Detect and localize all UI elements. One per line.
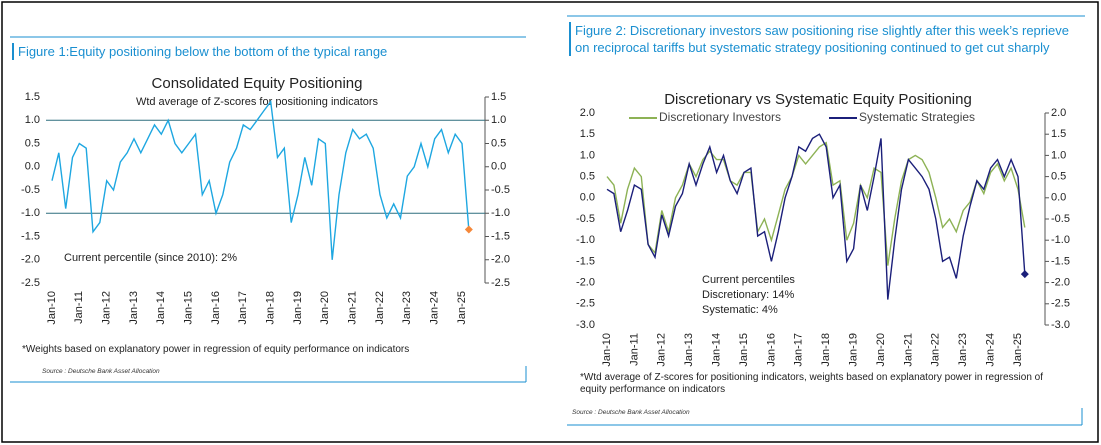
y2-tick-label: 0.5 — [491, 137, 506, 149]
x-tick-label: Jan-24 — [429, 291, 441, 325]
line — [606, 133, 1026, 300]
footnote: *Weights based on explanatory power in r… — [22, 344, 410, 355]
x-tick-label: Jan-20 — [875, 333, 887, 367]
y-tick-label: 0.5 — [580, 171, 595, 183]
y-tick-label: -3.0 — [576, 319, 595, 331]
x-tick-label: Jan-17 — [793, 333, 805, 367]
y-tick-label: 1.0 — [25, 114, 40, 126]
y2-tick-label: -2.5 — [1051, 298, 1070, 310]
y2-tick-label: 0.0 — [1051, 192, 1066, 204]
annotation: Current percentile (since 2010): 2% — [64, 252, 237, 264]
source: Source : Deutsche Bank Asset Allocation — [572, 409, 690, 416]
y2-tick-label: -0.5 — [491, 184, 510, 196]
y2-tick-label: 1.0 — [491, 114, 506, 126]
y2-tick-label: -1.0 — [1051, 234, 1070, 246]
x-tick-label: Jan-22 — [374, 291, 386, 325]
y2-tick-label: 1.0 — [1051, 149, 1066, 161]
y2-tick-label: 1.5 — [1051, 128, 1066, 140]
x-tick-label: Jan-19 — [292, 291, 304, 325]
x-tick-label: Jan-10 — [46, 291, 58, 325]
y-tick-label: 1.5 — [25, 91, 40, 103]
figure-heading: Figure 1:Equity positioning below the bo… — [12, 43, 523, 60]
y-tick-label: 1.0 — [580, 149, 595, 161]
y-tick-label: -2.0 — [21, 254, 40, 266]
y-tick-label: -0.5 — [576, 213, 595, 225]
y2-tick-label: -1.5 — [1051, 255, 1070, 267]
y2-tick-label: 2.0 — [1051, 107, 1066, 119]
y-tick-label: -2.5 — [576, 298, 595, 310]
chart-title: Discretionary vs Systematic Equity Posit… — [664, 91, 972, 108]
y2-tick-label: -2.0 — [491, 254, 510, 266]
x-tick-label: Jan-12 — [101, 291, 113, 325]
y-tick-label: -1.5 — [576, 255, 595, 267]
legend-label: Systematic Strategies — [859, 110, 975, 124]
x-tick-label: Jan-11 — [73, 291, 85, 324]
x-tick-label: Jan-24 — [985, 333, 997, 367]
x-tick-label: Jan-23 — [957, 333, 969, 367]
y-tick-label: 0.0 — [580, 192, 595, 204]
x-tick-label: Jan-23 — [401, 291, 413, 325]
line — [51, 99, 470, 260]
line — [606, 141, 1026, 266]
x-tick-label: Jan-21 — [347, 291, 359, 325]
y-tick-label: 2.0 — [580, 107, 595, 119]
chart-subtitle: Wtd average of Z-scores for positioning … — [136, 96, 379, 108]
y-tick-label: -2.5 — [21, 277, 40, 289]
annotation: Discretionary: 14% — [702, 289, 795, 301]
x-tick-label: Jan-25 — [1012, 333, 1024, 367]
y-tick-label: -1.5 — [21, 230, 40, 242]
x-tick-label: Jan-18 — [820, 333, 832, 367]
x-tick-label: Jan-10 — [601, 333, 613, 367]
legend-label: Discretionary Investors — [659, 110, 781, 124]
y-tick-label: -0.5 — [21, 184, 40, 196]
x-tick-label: Jan-22 — [930, 333, 942, 367]
x-tick-label: Jan-13 — [128, 291, 140, 325]
y2-tick-label: -0.5 — [1051, 213, 1070, 225]
y2-tick-label: -1.0 — [491, 207, 510, 219]
x-tick-label: Jan-14 — [155, 291, 167, 325]
x-tick-label: Jan-16 — [210, 291, 222, 325]
y-tick-label: 0.5 — [25, 137, 40, 149]
x-tick-label: Jan-12 — [656, 333, 668, 367]
annotation: Systematic: 4% — [702, 304, 778, 316]
y-tick-label: -1.0 — [21, 207, 40, 219]
y2-tick-label: 0.0 — [491, 161, 506, 173]
y-tick-label: -2.0 — [576, 277, 595, 289]
end-marker — [464, 225, 473, 234]
x-tick-label: Jan-16 — [765, 333, 777, 367]
x-tick-label: Jan-15 — [738, 333, 750, 367]
chart-title: Consolidated Equity Positioning — [152, 75, 363, 92]
y2-tick-label: 1.5 — [491, 91, 506, 103]
x-tick-label: Jan-20 — [319, 291, 331, 325]
y-tick-label: -1.0 — [576, 234, 595, 246]
y2-tick-label: -2.5 — [491, 277, 510, 289]
x-tick-label: Jan-11 — [628, 333, 640, 366]
x-tick-label: Jan-14 — [711, 333, 723, 367]
x-tick-label: Jan-21 — [902, 333, 914, 367]
x-tick-label: Jan-25 — [456, 291, 468, 325]
source: Source : Deutsche Bank Asset Allocation — [42, 368, 160, 375]
y2-tick-label: -1.5 — [491, 230, 510, 242]
x-tick-label: Jan-17 — [237, 291, 249, 325]
x-tick-label: Jan-19 — [848, 333, 860, 367]
figure-heading: Figure 2: Discretionary investors saw po… — [569, 22, 1080, 56]
y2-tick-label: -3.0 — [1051, 319, 1070, 331]
x-tick-label: Jan-15 — [183, 291, 195, 325]
x-tick-label: Jan-13 — [683, 333, 695, 367]
y-tick-label: 1.5 — [580, 128, 595, 140]
y2-tick-label: -2.0 — [1051, 277, 1070, 289]
y2-tick-label: 0.5 — [1051, 171, 1066, 183]
x-tick-label: Jan-18 — [265, 291, 277, 325]
annotation: Current percentiles — [702, 274, 795, 286]
y-tick-label: 0.0 — [25, 161, 40, 173]
footnote: *Wtd average of Z-scores for positioning… — [580, 372, 1044, 395]
end-marker — [1020, 270, 1029, 279]
